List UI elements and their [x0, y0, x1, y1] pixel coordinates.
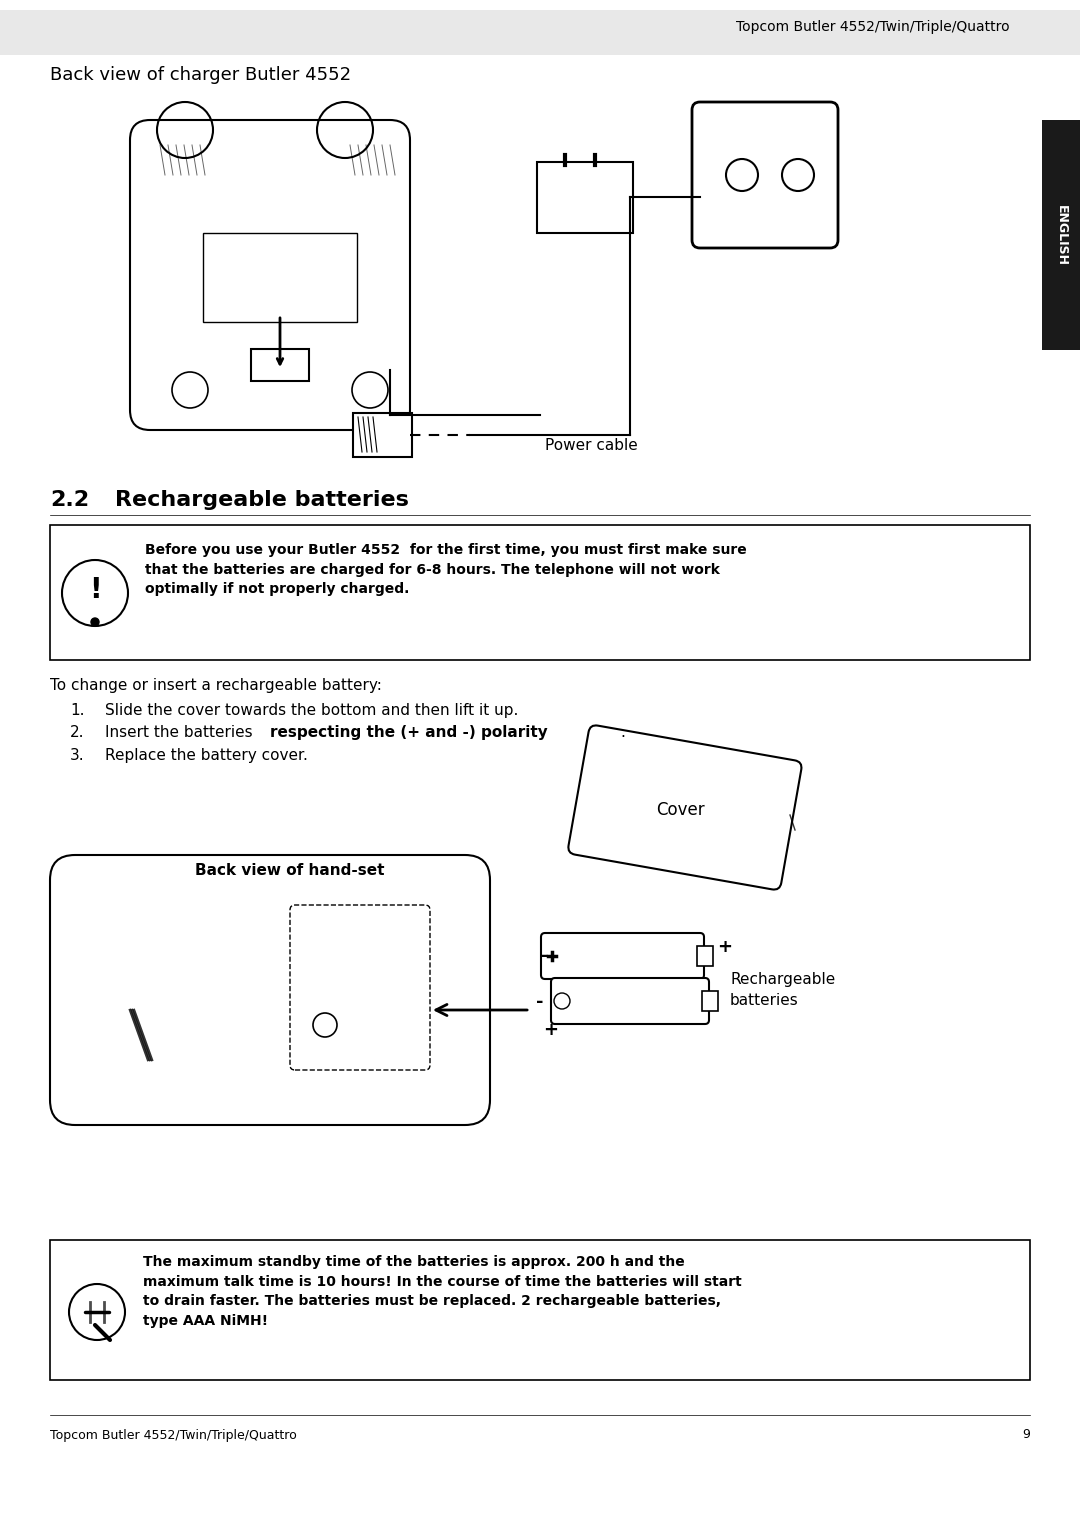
Text: -: - [541, 947, 549, 966]
FancyBboxPatch shape [353, 413, 411, 457]
Text: Power cable: Power cable [545, 437, 638, 452]
FancyBboxPatch shape [551, 978, 708, 1024]
Text: !: ! [89, 576, 102, 604]
FancyBboxPatch shape [692, 102, 838, 248]
Text: Topcom Butler 4552/Twin/Triple/Quattro: Topcom Butler 4552/Twin/Triple/Quattro [50, 1429, 297, 1441]
FancyBboxPatch shape [203, 232, 357, 322]
Text: 3.: 3. [70, 747, 84, 762]
Text: ENGLISH: ENGLISH [1054, 205, 1067, 266]
Text: 2.2: 2.2 [50, 490, 90, 510]
Text: .: . [620, 724, 625, 740]
Text: 1.: 1. [70, 703, 84, 718]
Text: Insert the batteries: Insert the batteries [105, 724, 257, 740]
Text: Rechargeable batteries: Rechargeable batteries [114, 490, 409, 510]
Text: 2.: 2. [70, 724, 84, 740]
FancyBboxPatch shape [702, 992, 718, 1012]
FancyBboxPatch shape [1042, 121, 1080, 350]
FancyBboxPatch shape [0, 11, 1080, 55]
Text: respecting the (+ and -) polarity: respecting the (+ and -) polarity [270, 724, 548, 740]
Text: Back view of charger Butler 4552: Back view of charger Butler 4552 [50, 66, 351, 84]
Circle shape [91, 617, 99, 626]
FancyBboxPatch shape [50, 526, 1030, 660]
Text: Replace the battery cover.: Replace the battery cover. [105, 747, 308, 762]
Text: The maximum standby time of the batteries is approx. 200 h and the
maximum talk : The maximum standby time of the batterie… [143, 1254, 742, 1328]
FancyBboxPatch shape [697, 946, 713, 966]
Text: +: + [543, 1021, 558, 1039]
FancyBboxPatch shape [50, 1241, 1030, 1380]
Text: Back view of hand-set: Back view of hand-set [195, 862, 384, 877]
Text: Topcom Butler 4552/Twin/Triple/Quattro: Topcom Butler 4552/Twin/Triple/Quattro [737, 20, 1010, 34]
FancyBboxPatch shape [130, 121, 410, 429]
Text: Before you use your Butler 4552  for the first time, you must first make sure
th: Before you use your Butler 4552 for the … [145, 542, 746, 596]
FancyBboxPatch shape [291, 905, 430, 1070]
Text: +: + [717, 938, 732, 957]
FancyBboxPatch shape [541, 934, 704, 979]
FancyBboxPatch shape [50, 856, 490, 1125]
Text: Slide the cover towards the bottom and then lift it up.: Slide the cover towards the bottom and t… [105, 703, 518, 718]
Text: -: - [537, 993, 543, 1012]
FancyBboxPatch shape [568, 726, 801, 889]
FancyBboxPatch shape [537, 162, 633, 232]
FancyBboxPatch shape [251, 348, 309, 380]
Text: 9: 9 [1022, 1429, 1030, 1441]
Text: Cover: Cover [656, 801, 704, 819]
Text: Rechargeable
batteries: Rechargeable batteries [730, 972, 835, 1008]
Text: To change or insert a rechargeable battery:: To change or insert a rechargeable batte… [50, 677, 382, 692]
